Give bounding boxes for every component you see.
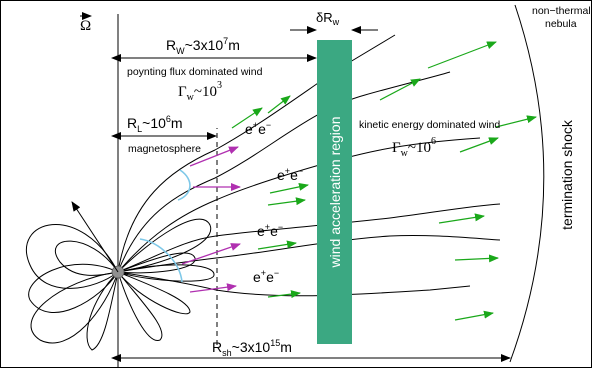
cyan-arc-lower bbox=[139, 238, 183, 283]
rw-label: RW~3x107m bbox=[166, 36, 240, 56]
magenta-arrows bbox=[181, 146, 241, 293]
closed-field-lines bbox=[26, 218, 215, 351]
delta-rw-label: δRw bbox=[316, 10, 340, 27]
green-arrows bbox=[231, 41, 537, 321]
magnetosphere-label: magnetosphere bbox=[128, 143, 201, 155]
rl-label: RL~106m bbox=[127, 114, 183, 134]
nonthermal-label-2: nebula bbox=[545, 18, 577, 30]
green-arrow-4 bbox=[267, 197, 306, 206]
green-arrow-6 bbox=[267, 290, 301, 299]
pair-label-1: e+e− bbox=[245, 120, 271, 137]
pair-labels: e+e− e+e− e+e− e+e− bbox=[245, 120, 303, 285]
green-arrow-11 bbox=[438, 213, 485, 224]
magnetic-moment-arrow bbox=[71, 201, 119, 273]
rsh-label: Rsh~3x1015m bbox=[212, 338, 292, 358]
pair-label-4: e+e− bbox=[253, 268, 279, 285]
open-field-lines bbox=[117, 34, 501, 297]
green-arrow-13 bbox=[454, 310, 494, 321]
gamma-poynting-label: Γw~103 bbox=[178, 80, 222, 103]
green-arrow-7 bbox=[427, 41, 497, 69]
magenta-arrow-3 bbox=[181, 243, 241, 265]
green-arrow-8 bbox=[379, 78, 421, 101]
wind-acceleration-region bbox=[317, 40, 352, 344]
green-arrow-2 bbox=[267, 95, 291, 114]
kinetic-label: kinetic energy dominated wind bbox=[359, 119, 500, 131]
poynting-label: poynting flux dominated wind bbox=[127, 66, 263, 78]
green-arrow-10 bbox=[459, 137, 499, 153]
termination-shock-label: termination shock bbox=[559, 119, 575, 230]
termination-shock-arc bbox=[509, 4, 545, 363]
omega-label: Ω bbox=[80, 18, 91, 34]
wind-accel-label: wind acceleration region bbox=[327, 117, 343, 269]
gamma-kinetic-label: Γw~106 bbox=[392, 136, 436, 159]
magenta-arrow-1 bbox=[189, 146, 239, 167]
magenta-arrow-4 bbox=[189, 283, 237, 293]
green-arrow-9 bbox=[495, 115, 537, 128]
pair-label-3: e+e− bbox=[257, 222, 283, 239]
green-arrow-12 bbox=[454, 254, 499, 263]
pair-label-2: e+e− bbox=[277, 166, 303, 183]
green-arrow-5 bbox=[257, 240, 297, 250]
green-arrow-3 bbox=[269, 182, 309, 194]
nonthermal-label-1: non−thermal bbox=[532, 5, 591, 17]
green-arrow-1 bbox=[231, 107, 263, 129]
cyan-arc-upper bbox=[177, 169, 191, 201]
